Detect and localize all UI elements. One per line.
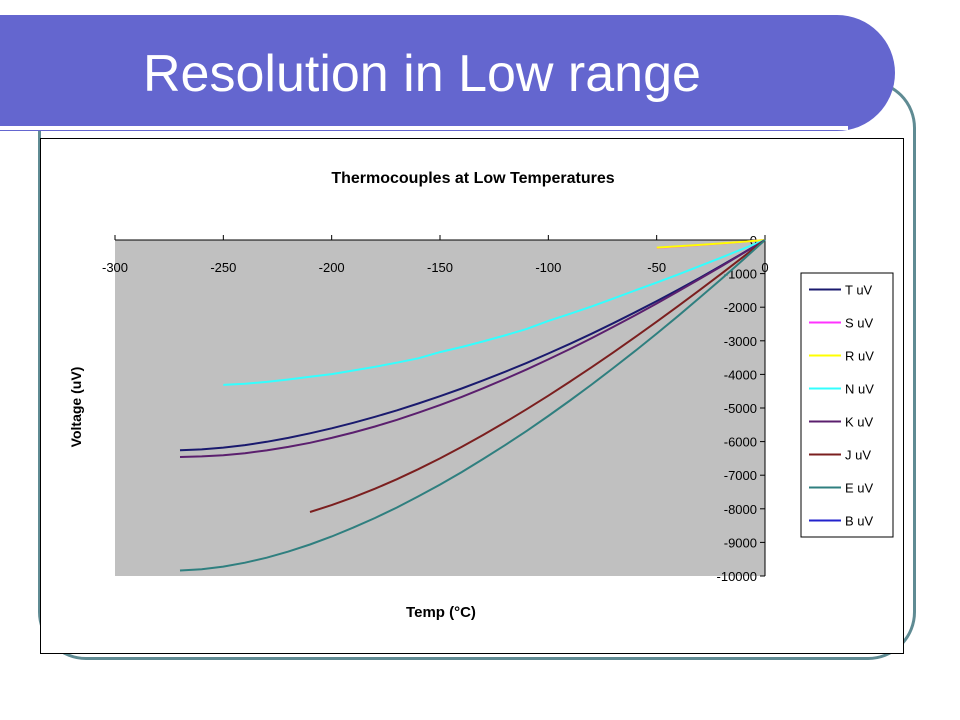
legend-label: S uV (845, 316, 874, 331)
x-tick-label: -50 (647, 260, 666, 275)
line-chart: Thermocouples at Low Temperatures Temp (… (68, 170, 894, 621)
series-line (223, 239, 766, 386)
legend-label: E uV (845, 481, 874, 496)
legend-label: T uV (845, 283, 873, 298)
y-tick-label: -10000 (717, 569, 757, 584)
series-line (309, 239, 766, 513)
y-tick-label: -4000 (724, 367, 757, 382)
y-tick-label: -2000 (724, 300, 757, 315)
legend-label: R uV (845, 349, 874, 364)
title-underline (0, 126, 848, 130)
legend-box (800, 272, 894, 538)
chart-title: Thermocouples at Low Temperatures (331, 170, 614, 187)
y-tick-label: -3000 (724, 334, 757, 349)
slide-title: Resolution in Low range (143, 45, 701, 103)
x-tick-label: -300 (102, 260, 128, 275)
legend-label: B uV (845, 514, 874, 529)
y-tick-label: -7000 (724, 468, 757, 483)
title-banner (0, 15, 895, 131)
x-axis-label: Temp (°C) (406, 604, 476, 621)
x-tick-label: -100 (535, 260, 561, 275)
series-line (179, 239, 766, 458)
plot-area (115, 240, 765, 576)
series-line (179, 239, 766, 572)
y-tick-label: -9000 (724, 535, 757, 550)
x-tick-label: -150 (427, 260, 453, 275)
y-tick-label: -8000 (724, 502, 757, 517)
legend-label: J uV (845, 448, 871, 463)
x-tick-label: -250 (210, 260, 236, 275)
series-line (179, 239, 766, 452)
y-tick-label: -6000 (724, 435, 757, 450)
y-axis-label: Voltage (uV) (68, 367, 84, 448)
legend-label: K uV (845, 415, 874, 430)
series-line (656, 239, 766, 249)
x-tick-label: -200 (319, 260, 345, 275)
legend-label: N uV (845, 382, 874, 397)
chart-container: Thermocouples at Low Temperatures Temp (… (40, 138, 904, 654)
y-tick-label: -5000 (724, 401, 757, 416)
